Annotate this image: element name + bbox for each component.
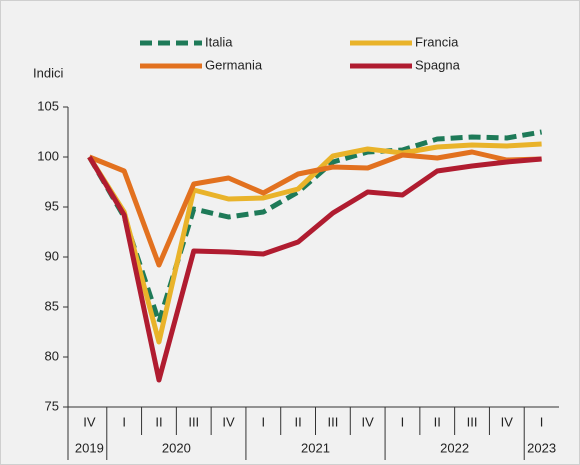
x-tick-label: III [327,414,338,429]
year-label: 2021 [301,440,330,455]
series-line [88,149,542,268]
legend-label: Francia [415,34,459,49]
x-tick-label: III [188,414,199,429]
y-tick-label: 90 [45,248,59,263]
legend-label: Spagna [415,57,461,72]
x-tick-label: II [434,414,441,429]
year-label: 2019 [75,440,104,455]
x-tick-label: II [155,414,162,429]
year-label: 2022 [440,440,469,455]
legend-label: Germania [205,57,263,72]
x-tick-label: I [262,414,266,429]
y-axis-label: Indici [33,65,63,80]
y-tick-label: 75 [45,398,59,413]
x-tick-label: I [401,414,405,429]
series-line [87,155,542,383]
y-tick-label: 80 [45,348,59,363]
x-tick-label: II [294,414,301,429]
x-tick-label: I [122,414,126,429]
y-tick-label: 85 [45,298,59,313]
year-label: 2020 [162,440,191,455]
year-label: 2023 [527,440,556,455]
x-tick-label: IV [83,414,96,429]
x-tick-label: I [540,414,544,429]
x-tick-label: IV [501,414,514,429]
x-tick-label: IV [222,414,235,429]
x-tick-label: III [467,414,478,429]
x-tick-label: IV [362,414,375,429]
legend-label: Italia [205,34,233,49]
y-tick-label: 95 [45,198,59,213]
series-line [87,129,543,325]
y-tick-label: 105 [37,98,59,113]
y-tick-label: 100 [37,148,59,163]
